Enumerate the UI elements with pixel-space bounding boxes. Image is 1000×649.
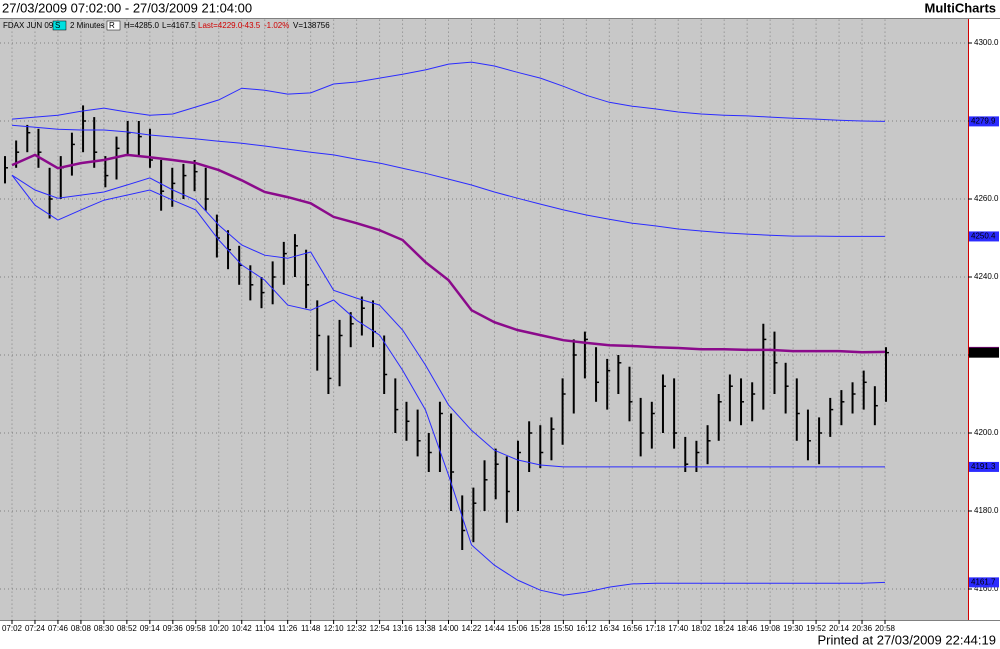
x-tick-label: 18:46 <box>737 624 758 633</box>
x-tick-label: 16:34 <box>599 624 620 633</box>
x-tick-label: 16:56 <box>622 624 643 633</box>
volume: V=138756 <box>293 21 330 30</box>
price-axis <box>968 19 1000 620</box>
y-tick-label: 4300.0 <box>974 38 999 47</box>
plot-area <box>0 19 968 620</box>
x-tick-label: 16:12 <box>576 624 597 633</box>
low-value: L=4167.5 <box>162 21 196 30</box>
x-tick-label: 10:20 <box>209 624 230 633</box>
x-tick-label: 19:08 <box>760 624 781 633</box>
indicator-line <box>11 61 886 122</box>
x-tick-label: 09:58 <box>186 624 207 633</box>
indicator-line <box>11 124 885 237</box>
value-marker-label: 4191.3 <box>971 462 996 471</box>
x-tick-label: 08:30 <box>94 624 115 633</box>
x-tick-label: 14:44 <box>484 624 505 633</box>
value-marker-label: 4279.9 <box>971 116 996 125</box>
x-tick-label: 15:50 <box>553 624 574 633</box>
value-marker-label: 4220.6 <box>971 348 996 357</box>
x-tick-label: 10:42 <box>232 624 253 633</box>
r-button[interactable] <box>106 20 121 31</box>
x-tick-label: 08:52 <box>117 624 138 633</box>
last-value: Last=4229.0 <box>198 21 243 30</box>
s-button-label[interactable]: S <box>55 21 60 30</box>
x-tick-label: 14:22 <box>461 624 482 633</box>
x-tick-label: 12:32 <box>347 624 368 633</box>
x-tick-label: 07:02 <box>2 624 23 633</box>
x-tick-label: 07:24 <box>25 624 46 633</box>
x-tick-label: 19:30 <box>783 624 804 633</box>
x-tick-label: 13:38 <box>416 624 437 633</box>
y-tick-label: 4240.0 <box>974 272 999 281</box>
info-bar: FDAX JUN 09 S 2 Minutes R H=4285.0 L=416… <box>3 20 330 31</box>
change-pct: -1.02% <box>264 21 289 30</box>
x-tick-label: 15:28 <box>530 624 551 633</box>
x-tick-label: 17:18 <box>645 624 666 633</box>
value-marker-label: 4161.7 <box>971 577 996 586</box>
print-stamp: Printed at 27/03/2009 22:44:19 <box>817 632 996 647</box>
x-tick-label: 14:00 <box>438 624 459 633</box>
value-marker <box>969 231 999 242</box>
indicator-line <box>11 153 886 354</box>
y-tick-label: 4160.0 <box>974 584 999 593</box>
value-marker <box>969 116 999 127</box>
x-tick-label: 11:04 <box>255 624 275 633</box>
change: -43.5 <box>242 21 261 30</box>
x-tick-label: 07:46 <box>48 624 69 633</box>
y-tick-label: 4200.0 <box>974 428 999 437</box>
x-tick-label: 12:54 <box>370 624 391 633</box>
x-tick-label: 17:40 <box>668 624 689 633</box>
symbol: FDAX JUN 09 <box>3 21 54 30</box>
x-tick-label: 20:36 <box>852 624 873 633</box>
interval: 2 Minutes <box>70 21 105 30</box>
x-tick-label: 09:14 <box>140 624 161 633</box>
value-marker <box>969 347 999 358</box>
app-name: MultiCharts <box>925 0 997 15</box>
date-range: 27/03/2009 07:02:00 - 27/03/2009 21:04:0… <box>2 0 252 15</box>
value-marker-label: 4250.4 <box>971 232 996 241</box>
indicator-line <box>11 174 885 468</box>
s-button[interactable] <box>52 20 67 31</box>
x-tick-label: 20:14 <box>829 624 850 633</box>
x-tick-label: 09:36 <box>163 624 184 633</box>
y-tick-label: 4260.0 <box>974 194 999 203</box>
high-value: H=4285.0 <box>124 21 159 30</box>
x-tick-label: 11:48 <box>301 624 321 633</box>
x-tick-label: 15:06 <box>507 624 528 633</box>
x-tick-label: 19:52 <box>806 624 827 633</box>
r-button-label[interactable]: R <box>109 21 115 30</box>
value-marker <box>969 577 999 588</box>
x-tick-label: 11:26 <box>278 624 298 633</box>
x-tick-label: 18:24 <box>714 624 735 633</box>
y-tick-label: 4180.0 <box>974 506 999 515</box>
x-tick-label: 13:16 <box>393 624 414 633</box>
indicator-line <box>11 174 886 596</box>
x-tick-label: 12:10 <box>324 624 345 633</box>
x-tick-label: 08:08 <box>71 624 92 633</box>
value-marker <box>969 461 999 472</box>
x-tick-label: 20:58 <box>875 624 896 633</box>
x-tick-label: 18:02 <box>691 624 712 633</box>
